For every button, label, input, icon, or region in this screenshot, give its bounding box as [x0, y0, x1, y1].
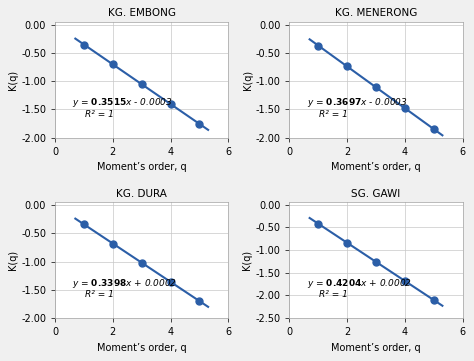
- Y-axis label: K(q): K(q): [9, 250, 18, 270]
- Text: y = $\mathbf{0.3697}$x - 0.0003: y = $\mathbf{0.3697}$x - 0.0003: [307, 96, 408, 109]
- Y-axis label: K(q): K(q): [243, 250, 253, 270]
- Y-axis label: K(q): K(q): [243, 70, 253, 90]
- X-axis label: Moment’s order, q: Moment’s order, q: [97, 343, 187, 353]
- Y-axis label: K(q): K(q): [9, 70, 18, 90]
- X-axis label: Moment’s order, q: Moment’s order, q: [331, 343, 421, 353]
- Text: R² = 1: R² = 1: [84, 291, 113, 299]
- Text: y = $\mathbf{0.4204}$x + 0.0002: y = $\mathbf{0.4204}$x + 0.0002: [307, 277, 412, 290]
- Title: KG. DURA: KG. DURA: [116, 189, 167, 199]
- Title: KG. EMBONG: KG. EMBONG: [108, 8, 176, 18]
- Title: SG. GAWI: SG. GAWI: [351, 189, 401, 199]
- Text: R² = 1: R² = 1: [319, 291, 348, 299]
- Text: y = $\mathbf{0.3398}$x + 0.0002: y = $\mathbf{0.3398}$x + 0.0002: [73, 277, 178, 290]
- Text: R² = 1: R² = 1: [84, 110, 113, 119]
- Text: R² = 1: R² = 1: [319, 110, 348, 119]
- Text: y = $\mathbf{0.3515}$x - 0.0003: y = $\mathbf{0.3515}$x - 0.0003: [73, 96, 173, 109]
- Title: KG. MENERONG: KG. MENERONG: [335, 8, 417, 18]
- X-axis label: Moment’s order, q: Moment’s order, q: [97, 162, 187, 172]
- X-axis label: Moment’s order, q: Moment’s order, q: [331, 162, 421, 172]
